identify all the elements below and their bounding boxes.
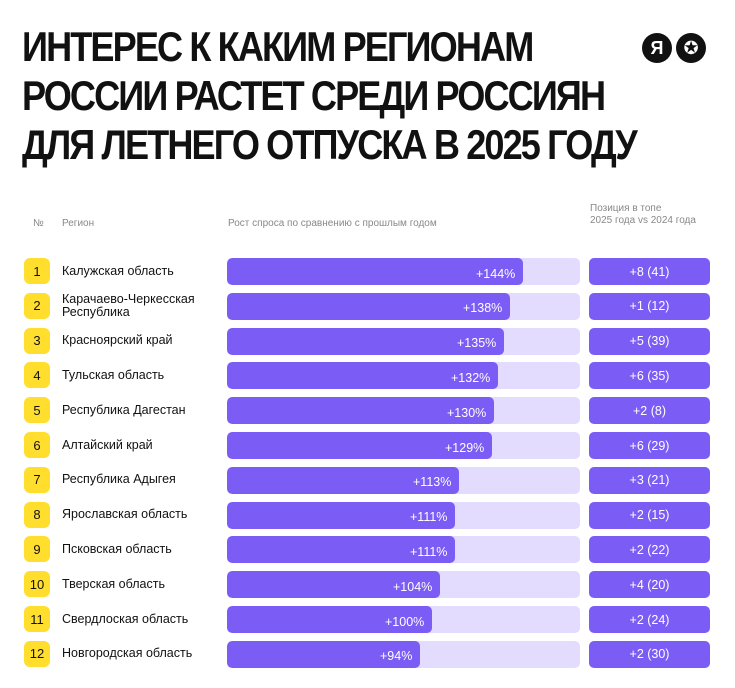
bar-track: +94% <box>227 640 580 668</box>
bar-value-label: +138% <box>463 301 503 316</box>
header-number: № <box>33 218 44 229</box>
table-row: 11 Свердлоская область +100% +2 (24) <box>0 604 735 634</box>
position-change-badge: +8 (41) <box>589 258 710 285</box>
position-change-badge: +6 (29) <box>589 432 710 459</box>
bar-value-label: +94% <box>380 649 413 664</box>
position-change-badge: +3 (21) <box>589 466 710 494</box>
bar-track: +135% <box>227 327 580 355</box>
bar <box>227 640 420 668</box>
bar-track: +111% <box>227 501 580 529</box>
title-line-2: России растет среди россиян <box>22 72 606 119</box>
table-row: 6 Алтайский край +129% +6 (29) <box>0 430 735 460</box>
position-change-badge: +4 (20) <box>589 571 710 599</box>
table-row: 2 Карачаево-Черкесская Республика +138% +1 … <box>0 291 735 321</box>
rank-badge: 9 <box>24 536 50 563</box>
table-row: 8 Ярославская область +111% +2 (15) <box>0 500 735 530</box>
rank-badge: 3 <box>24 327 50 354</box>
header-growth: Рост спроса по сравнению с прошлым годом <box>228 218 437 229</box>
bar-track: +130% <box>227 397 580 425</box>
region-label: Ярославская область <box>62 507 188 522</box>
table-row: 7 Республика Адыгея +113% +3 (21) <box>0 465 735 495</box>
rank-badge: 1 <box>24 258 50 284</box>
bar-value-label: +111% <box>410 510 448 525</box>
bar <box>227 362 498 390</box>
table-row: 9 Псковская область +111% +2 (22) <box>0 534 735 564</box>
rank-badge: 5 <box>24 397 50 424</box>
region-label: Республика Дагестан <box>62 402 186 417</box>
bar <box>227 536 455 564</box>
rank-badge: 6 <box>24 432 50 458</box>
bar-value-label: +104% <box>393 579 433 594</box>
rank-badge: 11 <box>24 606 50 632</box>
rank-badge: 4 <box>24 362 50 389</box>
region-label: Тульская область <box>62 367 165 382</box>
bar <box>227 432 492 459</box>
header-position-line-1: Позиция в топе <box>590 203 662 214</box>
bar-value-label: +111% <box>410 544 448 559</box>
position-change-badge: +6 (35) <box>589 362 710 390</box>
table-row: 3 Красноярский край +135% +5 (39) <box>0 326 735 356</box>
region-label: Республика Адыгея <box>62 472 176 487</box>
rank-badge: 12 <box>24 640 50 667</box>
bar <box>227 327 504 355</box>
bar-track: +113% <box>227 466 580 494</box>
bar <box>227 397 494 425</box>
region-label: Алтайский край <box>62 437 153 452</box>
rank-badge: 7 <box>24 466 50 493</box>
yandex-logo-icon: Я <box>642 33 672 63</box>
bar-track: +144% <box>227 258 580 285</box>
bar-value-label: +132% <box>451 370 491 385</box>
bar-track: +100% <box>227 606 580 633</box>
bar-track: +111% <box>227 536 580 564</box>
brand-logos: Я ✪ <box>642 33 706 63</box>
region-label: Красноярский край <box>62 333 173 348</box>
rank-badge: 2 <box>24 292 50 319</box>
bar <box>227 258 523 285</box>
position-change-badge: +2 (24) <box>589 606 710 633</box>
bar-value-label: +130% <box>447 405 487 420</box>
header-position-line-2: 2025 года vs 2024 года <box>590 215 696 226</box>
title-line-3: для летнего отпуска в 2025 году <box>22 121 638 168</box>
region-label: Свердлоская область <box>62 611 189 626</box>
region-label: Псковская область <box>62 541 172 556</box>
bar-value-label: +113% <box>413 475 452 490</box>
region-label: Тверская область <box>62 576 165 591</box>
bar <box>227 466 459 494</box>
bar-value-label: +129% <box>445 440 485 455</box>
travel-globe-icon: ✪ <box>676 33 706 63</box>
table-row: 10 Тверская область +104% +4 (20) <box>0 569 735 599</box>
bar-track: +104% <box>227 571 580 599</box>
position-change-badge: +5 (39) <box>589 327 710 355</box>
rank-badge: 8 <box>24 501 50 528</box>
bar-value-label: +135% <box>457 336 497 351</box>
table-row: 1 Калужская область +144% +8 (41) <box>0 256 735 286</box>
table-row: 5 Республика Дагестан +130% +2 (8) <box>0 395 735 425</box>
region-label: Калужская область <box>62 263 174 278</box>
bar-track: +129% <box>227 432 580 459</box>
bar <box>227 606 432 633</box>
title-line-1: Интерес к каким регионам <box>22 23 534 70</box>
bar-value-label: +100% <box>385 614 425 629</box>
table-row: 4 Тульская область +132% +6 (35) <box>0 360 735 390</box>
position-change-badge: +2 (15) <box>589 501 710 529</box>
region-label: Карачаево-Черкесская Республика <box>62 291 195 319</box>
bar <box>227 501 455 529</box>
header-position: Позиция в топе 2025 года vs 2024 года <box>590 203 720 227</box>
region-label: Новгородская область <box>62 646 193 661</box>
bar <box>227 571 440 599</box>
table-row: 12 Новгородская область +94% +2 (30) <box>0 639 735 669</box>
position-change-badge: +2 (8) <box>589 397 710 425</box>
bar-track: +132% <box>227 362 580 390</box>
position-change-badge: +2 (22) <box>589 536 710 564</box>
position-change-badge: +2 (30) <box>589 640 710 668</box>
bar <box>227 292 510 320</box>
header-region: Регион <box>62 218 95 229</box>
bar-value-label: +144% <box>476 266 516 281</box>
page-title: Интерес к каким регионам России растет с… <box>22 22 638 169</box>
position-change-badge: +1 (12) <box>589 292 710 320</box>
rank-badge: 10 <box>24 571 50 598</box>
bar-track: +138% <box>227 292 580 320</box>
